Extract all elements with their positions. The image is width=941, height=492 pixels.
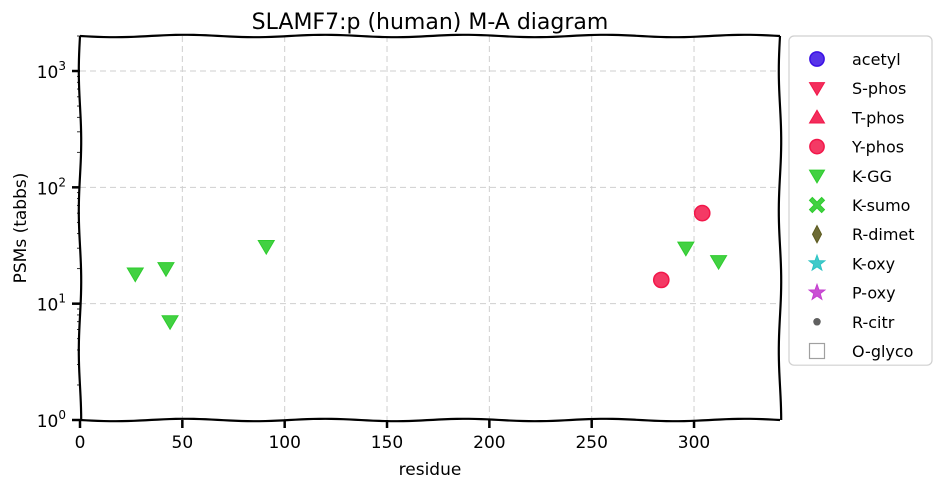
point-y-phos: [652, 271, 670, 289]
legend-label: K-GG: [852, 167, 892, 186]
legend-label: O-glyco: [852, 342, 913, 361]
x-tick-label: 150: [371, 433, 403, 453]
legend-marker: [808, 109, 826, 124]
y-tick-label: 100: [37, 408, 66, 432]
legend: acetyl S-phos T-phos Y-phos K-GG K-sumo R-dime…: [788, 35, 933, 366]
y-tick-label: 102: [37, 175, 66, 199]
legend-item-r-dimet: R-dimet: [811, 224, 915, 244]
point-k-gg: [161, 315, 179, 331]
point-k-gg: [676, 241, 695, 257]
legend-label: S-phos: [852, 79, 906, 98]
legend-marker: [808, 82, 826, 97]
legend-item-p-oxy: P-oxy: [807, 282, 896, 303]
legend-label: T-phos: [851, 108, 905, 127]
frame-bottom: [79, 417, 781, 423]
legend-item-k-gg: K-GG: [808, 167, 892, 186]
legend-label: Y-phos: [851, 138, 904, 157]
legend-marker: [807, 253, 827, 272]
y-axis-ticks: 100 101 102 103: [37, 35, 80, 432]
legend-box: [788, 35, 933, 366]
legend-label: R-dimet: [852, 225, 915, 244]
legend-marker: [809, 138, 825, 155]
legend-item-o-glyco: O-glyco: [808, 342, 913, 361]
legend-marker: [809, 51, 825, 67]
y-axis-label: PSMs (tabbs): [11, 173, 31, 284]
x-tick-label: 0: [75, 433, 86, 453]
legend-marker: [811, 224, 823, 244]
legend-item-k-oxy: K-oxy: [807, 253, 895, 273]
chart-title: SLAMF7:p (human) M-A diagram: [252, 10, 609, 35]
x-tick-label: 100: [268, 433, 300, 453]
legend-label: P-oxy: [852, 284, 896, 303]
legend-marker: [808, 196, 826, 214]
x-axis-label: residue: [399, 460, 462, 480]
legend-marker: [813, 318, 821, 326]
x-tick-label: 50: [172, 433, 194, 453]
grid-layer: [80, 36, 780, 420]
point-y-phos: [693, 204, 711, 222]
legend-marker: [808, 342, 826, 360]
legend-marker: [807, 282, 827, 301]
legend-item-y-phos: Y-phos: [809, 138, 904, 157]
point-k-gg: [157, 262, 175, 278]
legend-item-t-phos: T-phos: [808, 108, 905, 127]
x-tick-label: 250: [575, 433, 607, 453]
frame-right: [777, 35, 783, 421]
data-points: [126, 204, 728, 331]
legend-label: acetyl: [852, 50, 901, 69]
point-k-gg: [709, 255, 728, 271]
legend-item-acetyl: acetyl: [809, 50, 901, 69]
legend-item-s-phos: S-phos: [808, 79, 906, 98]
legend-item-k-sumo: K-sumo: [808, 196, 910, 215]
legend-label: K-oxy: [852, 254, 895, 273]
legend-label: R-citr: [852, 313, 895, 332]
frame-top: [79, 33, 781, 39]
legend-item-r-citr: R-citr: [813, 313, 895, 332]
x-tick-label: 200: [473, 433, 505, 453]
legend-label: K-sumo: [852, 196, 910, 215]
x-axis-ticks: 0 50 100 150 200 250 300: [75, 420, 710, 453]
x-tick-label: 300: [678, 433, 710, 453]
point-k-gg: [257, 240, 276, 256]
legend-marker: [808, 169, 826, 184]
frame-left: [77, 35, 83, 421]
plot-frame: [77, 33, 783, 423]
point-k-gg: [126, 267, 145, 283]
y-tick-label: 101: [37, 292, 66, 316]
y-tick-label: 103: [37, 59, 66, 83]
